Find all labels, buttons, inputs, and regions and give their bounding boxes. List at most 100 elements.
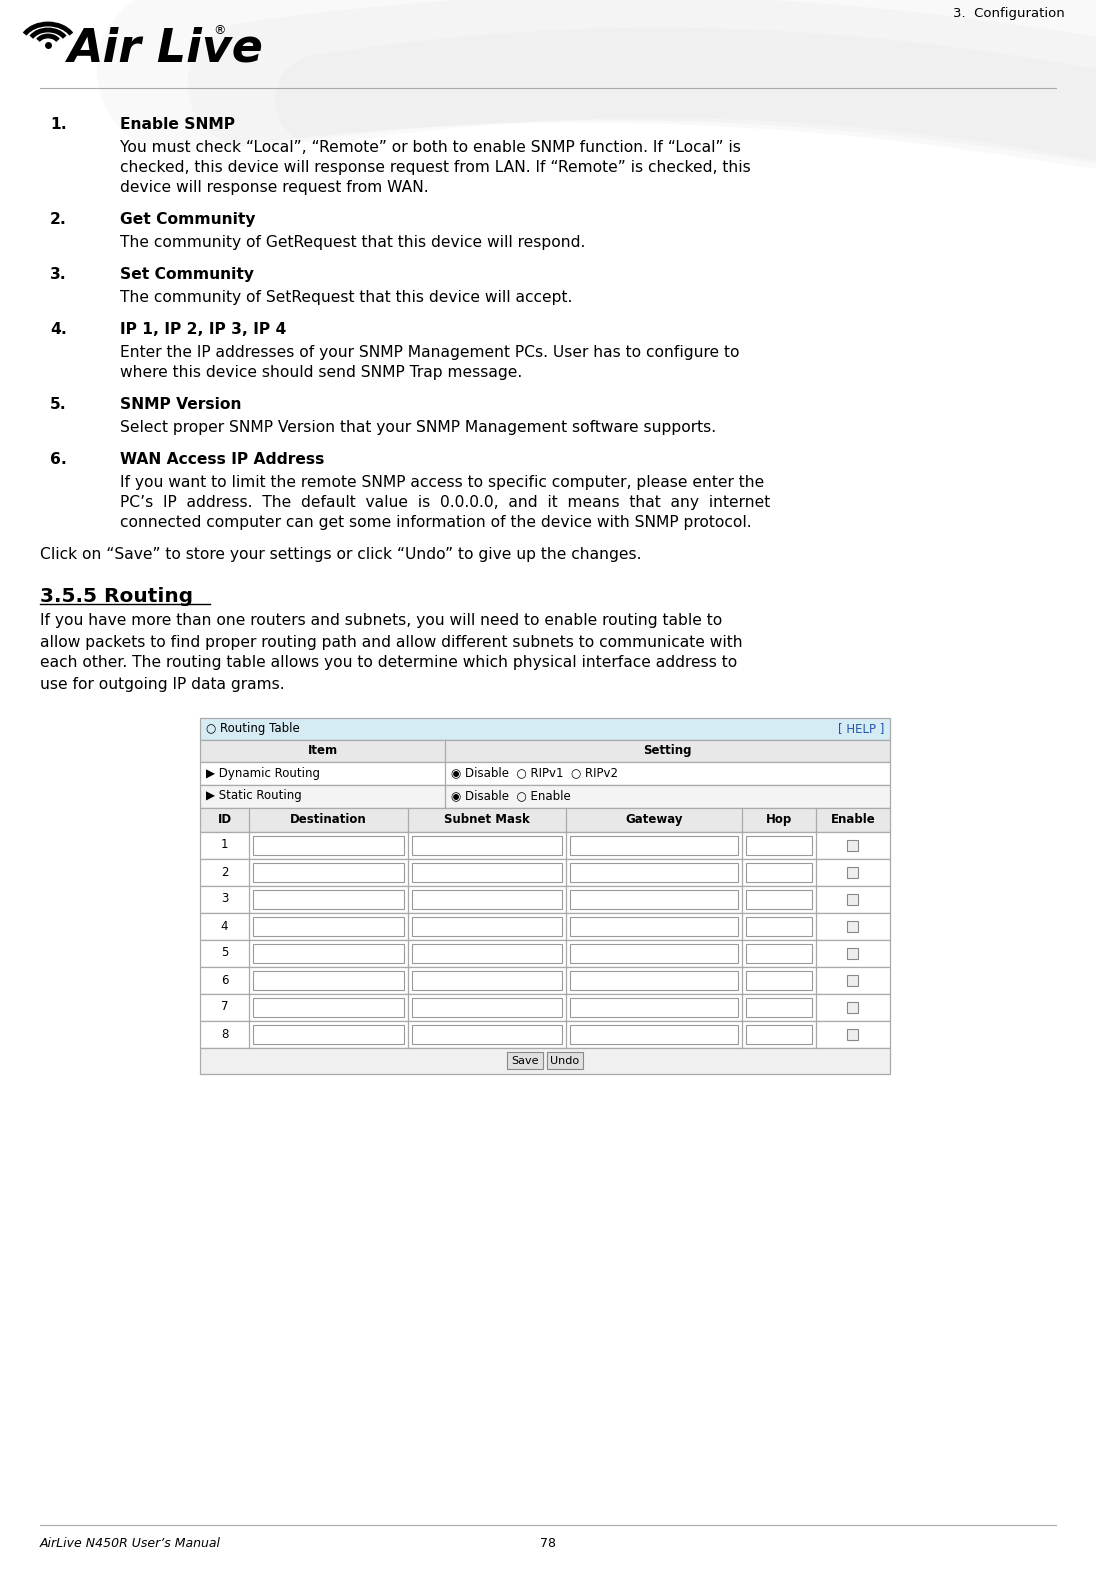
Text: 5: 5 bbox=[220, 947, 228, 959]
Bar bbox=[847, 893, 858, 904]
Bar bbox=[570, 943, 738, 962]
Bar bbox=[507, 1052, 543, 1069]
Bar bbox=[199, 1021, 890, 1047]
Bar bbox=[745, 970, 812, 989]
Text: ◉ Disable  ○ RIPv1  ○ RIPv2: ◉ Disable ○ RIPv1 ○ RIPv2 bbox=[450, 767, 618, 780]
Text: Setting: Setting bbox=[643, 743, 692, 758]
Bar bbox=[411, 1024, 562, 1044]
Bar bbox=[253, 970, 403, 989]
Text: Get Community: Get Community bbox=[119, 213, 255, 227]
Bar bbox=[745, 835, 812, 855]
Text: each other. The routing table allows you to determine which physical interface a: each other. The routing table allows you… bbox=[39, 655, 738, 671]
Bar bbox=[745, 1024, 812, 1044]
Bar bbox=[253, 917, 403, 936]
Bar bbox=[570, 863, 738, 882]
Text: use for outgoing IP data grams.: use for outgoing IP data grams. bbox=[39, 677, 285, 691]
Bar bbox=[745, 997, 812, 1016]
Text: 8: 8 bbox=[220, 1027, 228, 1041]
Bar bbox=[199, 808, 890, 832]
Text: 1.: 1. bbox=[50, 117, 67, 132]
Text: where this device should send SNMP Trap message.: where this device should send SNMP Trap … bbox=[119, 365, 523, 380]
Text: Enter the IP addresses of your SNMP Management PCs. User has to configure to: Enter the IP addresses of your SNMP Mana… bbox=[119, 345, 740, 361]
Bar bbox=[199, 761, 890, 784]
Text: ◉ Disable  ○ Enable: ◉ Disable ○ Enable bbox=[450, 789, 571, 803]
Text: 4.: 4. bbox=[50, 321, 67, 337]
Bar bbox=[745, 917, 812, 936]
Text: Air Live: Air Live bbox=[68, 27, 264, 72]
Bar bbox=[253, 835, 403, 855]
Text: 1: 1 bbox=[220, 838, 228, 852]
Text: Destination: Destination bbox=[289, 813, 366, 825]
Bar bbox=[253, 943, 403, 962]
Bar bbox=[570, 970, 738, 989]
Bar bbox=[745, 943, 812, 962]
Bar bbox=[847, 1028, 858, 1040]
Text: Undo: Undo bbox=[550, 1055, 580, 1066]
Text: The community of GetRequest that this device will respond.: The community of GetRequest that this de… bbox=[119, 235, 585, 250]
Text: 5.: 5. bbox=[50, 397, 67, 413]
Text: checked, this device will response request from LAN. If “Remote” is checked, thi: checked, this device will response reque… bbox=[119, 161, 751, 175]
Bar bbox=[570, 997, 738, 1016]
Bar bbox=[411, 863, 562, 882]
Text: ▶ Static Routing: ▶ Static Routing bbox=[206, 789, 301, 803]
Text: 78: 78 bbox=[540, 1537, 556, 1550]
Text: PC’s  IP  address.  The  default  value  is  0.0.0.0,  and  it  means  that  any: PC’s IP address. The default value is 0.… bbox=[119, 495, 770, 510]
Text: Subnet Mask: Subnet Mask bbox=[444, 813, 529, 825]
Text: ID: ID bbox=[217, 813, 231, 825]
Text: Enable SNMP: Enable SNMP bbox=[119, 117, 235, 132]
Text: WAN Access IP Address: WAN Access IP Address bbox=[119, 452, 324, 468]
Bar bbox=[847, 948, 858, 959]
Bar bbox=[199, 994, 890, 1021]
Bar bbox=[847, 920, 858, 931]
Text: Hop: Hop bbox=[765, 813, 791, 825]
Bar bbox=[253, 997, 403, 1016]
Bar bbox=[547, 1052, 583, 1069]
Bar bbox=[411, 917, 562, 936]
Bar bbox=[199, 718, 890, 740]
Text: SNMP Version: SNMP Version bbox=[119, 397, 241, 413]
Bar bbox=[411, 997, 562, 1016]
Bar bbox=[570, 1024, 738, 1044]
Bar bbox=[411, 943, 562, 962]
Text: ®: ® bbox=[213, 24, 226, 36]
Bar bbox=[199, 885, 890, 912]
Bar bbox=[847, 866, 858, 877]
Text: Select proper SNMP Version that your SNMP Management software supports.: Select proper SNMP Version that your SNM… bbox=[119, 421, 716, 435]
Bar bbox=[411, 835, 562, 855]
Text: ○ Routing Table: ○ Routing Table bbox=[206, 721, 299, 736]
Text: [ HELP ]: [ HELP ] bbox=[837, 721, 884, 736]
Text: 3.  Configuration: 3. Configuration bbox=[954, 6, 1065, 20]
Text: If you have more than one routers and subnets, you will need to enable routing t: If you have more than one routers and su… bbox=[39, 614, 722, 628]
Text: ▶ Dynamic Routing: ▶ Dynamic Routing bbox=[206, 767, 320, 780]
Text: Set Community: Set Community bbox=[119, 268, 254, 282]
Text: IP 1, IP 2, IP 3, IP 4: IP 1, IP 2, IP 3, IP 4 bbox=[119, 321, 286, 337]
Text: 6.: 6. bbox=[50, 452, 67, 468]
Bar bbox=[199, 967, 890, 994]
Bar bbox=[745, 863, 812, 882]
Bar bbox=[847, 1002, 858, 1013]
Bar bbox=[253, 1024, 403, 1044]
Text: device will response request from WAN.: device will response request from WAN. bbox=[119, 180, 429, 195]
Text: 3: 3 bbox=[220, 893, 228, 906]
Bar bbox=[847, 839, 858, 850]
Text: 3.5.5 Routing: 3.5.5 Routing bbox=[39, 587, 193, 606]
Text: Click on “Save” to store your settings or click “Undo” to give up the changes.: Click on “Save” to store your settings o… bbox=[39, 547, 641, 562]
Text: 2: 2 bbox=[220, 866, 228, 879]
Text: 3.: 3. bbox=[50, 268, 67, 282]
Bar bbox=[570, 917, 738, 936]
Bar bbox=[199, 832, 890, 858]
Text: Enable: Enable bbox=[831, 813, 876, 825]
Text: If you want to limit the remote SNMP access to specific computer, please enter t: If you want to limit the remote SNMP acc… bbox=[119, 476, 764, 490]
Text: 4: 4 bbox=[220, 920, 228, 932]
Bar bbox=[199, 1047, 890, 1074]
Bar bbox=[199, 912, 890, 940]
Text: Gateway: Gateway bbox=[625, 813, 683, 825]
Text: 7: 7 bbox=[220, 1000, 228, 1013]
Bar bbox=[570, 890, 738, 909]
Bar bbox=[199, 940, 890, 967]
Bar bbox=[411, 890, 562, 909]
Text: 2.: 2. bbox=[50, 213, 67, 227]
Text: Item: Item bbox=[307, 743, 338, 758]
Bar bbox=[253, 890, 403, 909]
Text: allow packets to find proper routing path and allow different subnets to communi: allow packets to find proper routing pat… bbox=[39, 635, 743, 649]
